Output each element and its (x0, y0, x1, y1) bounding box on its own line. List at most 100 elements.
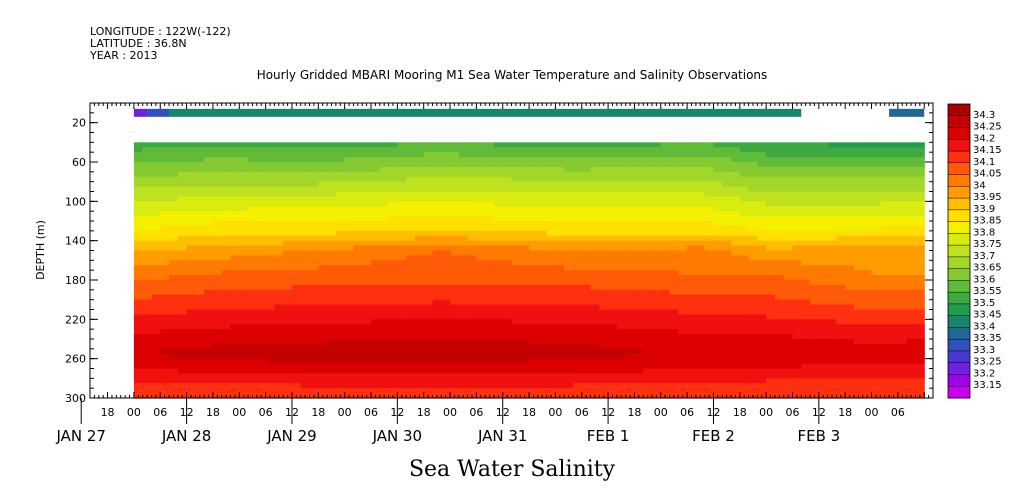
salinity-cell (458, 383, 469, 389)
salinity-cell (335, 353, 346, 360)
salinity-cell (221, 304, 232, 311)
salinity-cell (493, 309, 504, 316)
salinity-cell (204, 270, 214, 276)
salinity-cell (801, 284, 811, 291)
salinity-cell (731, 265, 741, 271)
salinity-cell (695, 294, 706, 301)
salinity-cell (792, 245, 802, 252)
salinity-cell (344, 319, 355, 325)
salinity-cell (590, 319, 600, 325)
salinity-cell (818, 240, 829, 247)
salinity-cell (388, 348, 398, 355)
salinity-cell (335, 299, 346, 306)
salinity-cell (704, 201, 715, 207)
salinity-cell (309, 383, 319, 389)
salinity-cell (590, 225, 600, 232)
salinity-cell (230, 166, 240, 173)
salinity-cell (502, 152, 513, 158)
salinity-cell (195, 343, 205, 350)
salinity-cell (186, 225, 196, 232)
salinity-cell (256, 363, 267, 370)
salinity-cell (423, 181, 434, 188)
salinity-cell (406, 196, 416, 202)
salinity-cell (142, 353, 153, 360)
salinity-cell (572, 388, 583, 394)
salinity-cell (616, 201, 627, 207)
salinity-cell (845, 186, 855, 193)
salinity-cell (590, 314, 600, 320)
salinity-cell (291, 280, 302, 286)
salinity-cell (766, 171, 776, 178)
salinity-cell (695, 378, 706, 384)
salinity-cell (353, 289, 363, 296)
salinity-cell (669, 216, 679, 222)
salinity-cell (458, 245, 469, 252)
salinity-cell (713, 221, 723, 227)
salinity-cell (142, 216, 153, 222)
salinity-cell (432, 314, 442, 320)
salinity-cell (634, 255, 644, 261)
salinity-cell (599, 245, 609, 252)
salinity-cell (256, 250, 267, 257)
salinity-cell (616, 363, 627, 370)
salinity-cell (687, 186, 697, 193)
salinity-cell (810, 343, 820, 350)
salinity-cell (485, 353, 495, 360)
salinity-cell (467, 289, 477, 296)
salinity-cell (652, 304, 662, 311)
salinity-cell (897, 334, 908, 340)
salinity-cell (880, 191, 890, 198)
salinity-cell (581, 255, 592, 261)
salinity-cell (160, 255, 170, 261)
salinity-cell (406, 142, 416, 148)
salinity-cell (652, 314, 662, 320)
salinity-cell (836, 383, 846, 389)
salinity-cell (230, 240, 240, 247)
salinity-cell (265, 245, 276, 252)
salinity-cell (774, 235, 785, 242)
salinity-cell (625, 235, 636, 242)
salinity-cell (291, 353, 302, 360)
salinity-cell (757, 240, 767, 247)
salinity-cell (643, 275, 653, 281)
salinity-cell (616, 299, 627, 306)
salinity-cell (344, 304, 355, 311)
salinity-cell (160, 250, 170, 257)
salinity-cell (502, 270, 513, 276)
salinity-cell (300, 309, 311, 316)
salinity-cell (590, 221, 600, 227)
salinity-cell (757, 265, 767, 271)
salinity-cell (599, 309, 609, 316)
salinity-cell (379, 358, 390, 365)
salinity-cell (722, 314, 732, 320)
salinity-cell (818, 211, 829, 217)
salinity-cell (458, 378, 469, 384)
salinity-cell (695, 373, 706, 379)
salinity-cell (221, 162, 232, 168)
salinity-cell (845, 383, 855, 389)
salinity-cell (608, 368, 618, 375)
salinity-cell (757, 299, 767, 306)
salinity-cell (362, 265, 372, 271)
salinity-cell (792, 324, 802, 330)
salinity-cell (827, 216, 838, 222)
salinity-cell (423, 260, 434, 266)
salinity-cell (572, 191, 583, 198)
salinity-cell (133, 353, 144, 360)
salinity-cell (537, 142, 548, 148)
salinity-cell (546, 201, 557, 207)
salinity-cell (783, 250, 794, 257)
salinity-cell (169, 176, 179, 183)
salinity-cell (766, 225, 776, 232)
salinity-cell (291, 284, 302, 291)
salinity-cell (783, 324, 794, 330)
salinity-cell (529, 270, 539, 276)
salinity-cell (212, 304, 223, 311)
salinity-cell (810, 388, 820, 394)
salinity-cell (239, 230, 249, 237)
salinity-cell (169, 157, 179, 163)
salinity-cell (476, 275, 486, 281)
salinity-cell (889, 270, 899, 276)
salinity-cell (774, 358, 785, 365)
salinity-cell (300, 250, 311, 257)
